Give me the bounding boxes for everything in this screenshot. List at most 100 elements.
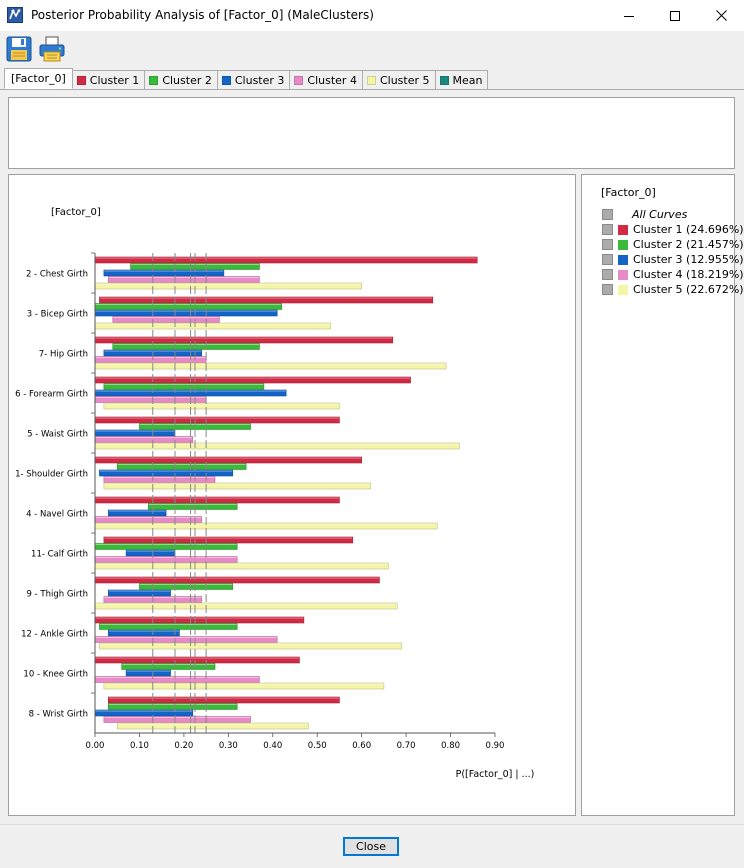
- tab-label: Cluster 4: [307, 73, 357, 87]
- legend-checkbox[interactable]: [602, 284, 613, 295]
- legend-swatch: [618, 224, 628, 235]
- bar: [103, 383, 265, 390]
- bar: [99, 296, 434, 304]
- x-axis-label: P([Factor_0] | ...): [456, 769, 535, 780]
- legend-swatch: [618, 284, 628, 295]
- tab-label: Mean: [452, 73, 483, 87]
- tab-cluster-5[interactable]: Cluster 5: [361, 70, 436, 89]
- x-tick-label: 0.50: [308, 741, 327, 751]
- x-tick-label: 0.70: [397, 741, 416, 751]
- bar: [108, 703, 238, 710]
- bar: [103, 682, 385, 690]
- legend-checkbox[interactable]: [602, 269, 613, 280]
- bar: [139, 583, 234, 590]
- floppy-disk-icon: [6, 36, 32, 62]
- category-label: 11- Calf Girth: [31, 549, 88, 559]
- tab-mean[interactable]: Mean: [434, 70, 489, 89]
- category-label: 3 - Bicep Girth: [27, 309, 88, 319]
- bar: [108, 276, 260, 283]
- bar: [108, 509, 167, 517]
- legend-all-curves-label: All Curves: [632, 208, 688, 221]
- minimize-button[interactable]: [606, 0, 652, 31]
- tab-swatch: [366, 75, 376, 85]
- legend-all-curves[interactable]: All Curves: [602, 207, 687, 222]
- footer-bar: Close: [0, 824, 744, 868]
- legend-item-cluster-5[interactable]: Cluster 5 (22.672%): [602, 282, 744, 297]
- bar: [125, 669, 171, 677]
- category-label: 4 - Navel Girth: [26, 509, 88, 519]
- maximize-icon: [670, 10, 680, 21]
- legend-swatch: [618, 254, 628, 265]
- bar-chart: [Factor_0] 2 - Chest Girth 3 - Bicep Girth…: [15, 207, 535, 780]
- bar: [103, 482, 371, 490]
- category-label: 12 - Ankle Girth: [21, 629, 88, 639]
- app-icon: [7, 7, 23, 23]
- tab-label: Cluster 3: [234, 73, 285, 87]
- chart-panel: [Factor_0] 2 - Chest Girth 3 - Bicep Girth…: [8, 174, 576, 816]
- x-tick-label: 0.10: [130, 741, 149, 751]
- legend-checkbox[interactable]: [602, 239, 613, 250]
- legend-item-cluster-1[interactable]: Cluster 1 (24.696%): [602, 222, 744, 237]
- close-window-button[interactable]: [698, 0, 744, 31]
- legend-panel: [Factor_0] All Curves Cluster 1 (24.696%…: [581, 174, 744, 816]
- x-tick-label: 0.40: [263, 741, 282, 751]
- chart-title: [Factor_0]: [51, 207, 101, 218]
- bar: [99, 642, 402, 650]
- legend-checkbox[interactable]: [602, 224, 613, 235]
- category-label: 1- Shoulder Girth: [15, 469, 88, 479]
- x-tick-label: 0.80: [441, 741, 460, 751]
- bar: [103, 716, 251, 723]
- bar: [99, 469, 234, 477]
- bar: [112, 343, 260, 350]
- close-icon: [715, 10, 727, 21]
- tab-cluster-3[interactable]: Cluster 3: [216, 70, 291, 89]
- close-button[interactable]: Close: [343, 837, 399, 856]
- category-label: 8 - Wrist Girth: [29, 709, 88, 719]
- tab-label: Cluster 1: [89, 73, 140, 87]
- legend-checkbox[interactable]: [602, 254, 613, 265]
- legend-label: Cluster 4 (18.219%): [633, 268, 744, 281]
- legend-swatch: [618, 239, 628, 250]
- maximize-button[interactable]: [652, 0, 698, 31]
- legend-item-cluster-2[interactable]: Cluster 2 (21.457%): [602, 237, 744, 252]
- legend-checkbox[interactable]: [602, 209, 613, 220]
- legend-label: Cluster 5 (22.672%): [633, 283, 744, 296]
- print-button[interactable]: [38, 35, 66, 63]
- tab-cluster-1[interactable]: Cluster 1: [71, 70, 146, 89]
- tab-strip: [Factor_0] Cluster 1 Cluster 2 Cluster 3…: [4, 68, 489, 89]
- bar: [99, 623, 238, 630]
- save-button[interactable]: [5, 35, 33, 63]
- category-label: 9 - Thigh Girth: [27, 589, 88, 599]
- bar: [116, 722, 309, 730]
- legend-label: Cluster 2 (21.457%): [633, 238, 744, 251]
- tab-cluster-4[interactable]: Cluster 4: [289, 70, 363, 89]
- tab-swatch: [76, 75, 86, 85]
- legend-item-cluster-4[interactable]: Cluster 4 (18.219%): [602, 267, 744, 282]
- category-label: 5 - Waist Girth: [27, 429, 88, 439]
- toolbar: [0, 33, 744, 65]
- bar: [103, 536, 354, 544]
- category-label: 7- Hip Girth: [39, 349, 88, 359]
- bar: [108, 629, 180, 637]
- tab-label: [Factor_0]: [11, 72, 66, 85]
- tab-swatch: [439, 75, 449, 85]
- bar: [121, 663, 216, 670]
- x-tick-label: 0.30: [219, 741, 238, 751]
- bar: [116, 463, 247, 470]
- bar: [108, 589, 171, 597]
- x-tick-label: 0.20: [174, 741, 193, 751]
- bar: [103, 402, 340, 410]
- printer-icon: [39, 36, 65, 62]
- tab-factor-0[interactable]: [Factor_0]: [4, 68, 73, 89]
- legend-label: Cluster 1 (24.696%): [633, 223, 744, 236]
- bar: [112, 316, 220, 323]
- legend-item-cluster-3[interactable]: Cluster 3 (12.955%): [602, 252, 744, 267]
- tab-cluster-2[interactable]: Cluster 2: [144, 70, 218, 89]
- tab-label: Cluster 5: [379, 73, 430, 87]
- legend-swatch: [618, 269, 628, 280]
- bar: [148, 503, 238, 510]
- category-label: 6 - Forearm Girth: [15, 389, 88, 399]
- title-bar: Posterior Probability Analysis of [Facto…: [0, 0, 744, 31]
- bar: [108, 696, 340, 704]
- tab-swatch: [294, 75, 304, 85]
